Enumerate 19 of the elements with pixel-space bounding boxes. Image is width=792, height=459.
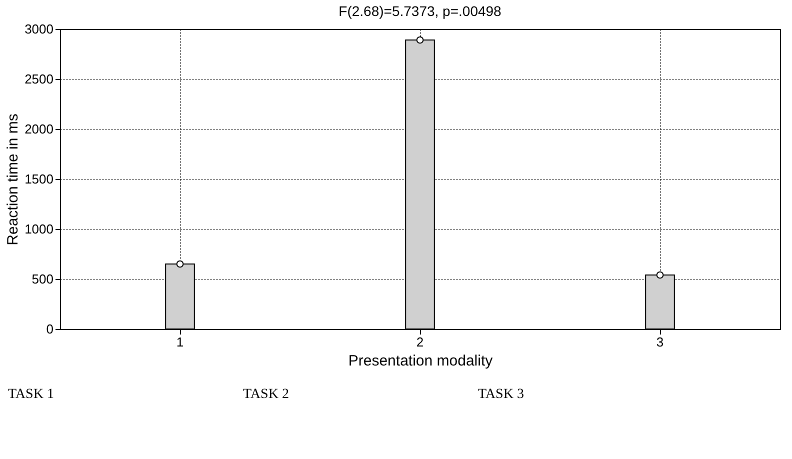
y-tick-label: 2500 bbox=[24, 72, 54, 86]
y-tick-label: 1000 bbox=[24, 222, 54, 236]
x-tick-label: 2 bbox=[416, 334, 424, 350]
y-tick-label: 2000 bbox=[24, 122, 54, 136]
y-tick-label: 1500 bbox=[24, 172, 54, 186]
y-tick-label: 500 bbox=[32, 272, 54, 286]
point bbox=[176, 260, 184, 268]
x-tick-label: 1 bbox=[176, 334, 184, 350]
text: TASK 2 bbox=[243, 387, 289, 403]
text: TASK 1 bbox=[8, 387, 54, 403]
text: TASK 3 bbox=[478, 387, 524, 403]
y-tick-label: 0 bbox=[46, 322, 54, 336]
chart-title: F(2.68)=5.7373, p=.00498 bbox=[338, 3, 502, 19]
point bbox=[656, 271, 664, 279]
x-tick-label: 3 bbox=[656, 334, 664, 350]
x-axis-title: Presentation modality bbox=[348, 352, 494, 370]
y-tick-label: 3000 bbox=[24, 22, 54, 36]
point bbox=[416, 36, 424, 44]
y-axis-title: Reaction time in ms bbox=[4, 114, 22, 246]
